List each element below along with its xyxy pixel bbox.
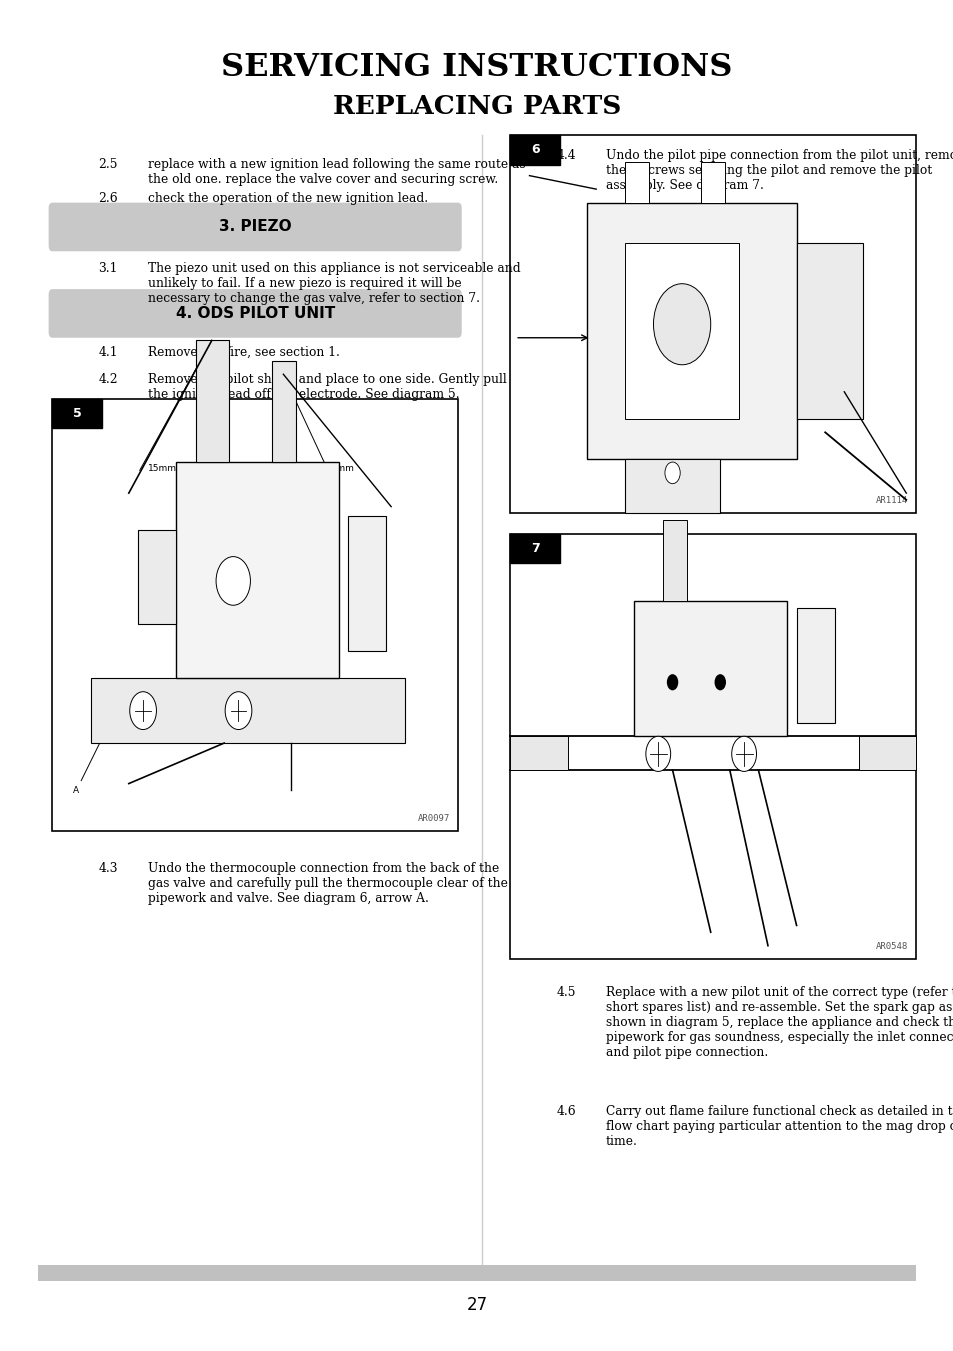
Text: 15mm: 15mm xyxy=(148,463,176,473)
Bar xyxy=(52,399,457,831)
Text: 3.5mm: 3.5mm xyxy=(322,463,355,473)
Text: 27: 27 xyxy=(466,1296,487,1315)
Bar xyxy=(624,459,720,513)
Text: 2.6: 2.6 xyxy=(98,192,118,205)
Text: 5: 5 xyxy=(72,407,82,420)
Bar xyxy=(796,243,862,419)
Text: Remove the fire, see section 1.: Remove the fire, see section 1. xyxy=(148,346,339,359)
Text: SERVICING INSTRUCTIONS: SERVICING INSTRUCTIONS xyxy=(221,53,732,82)
Text: replace with a new ignition lead following the same route as
the old one. replac: replace with a new ignition lead followi… xyxy=(148,158,525,186)
Circle shape xyxy=(130,692,156,730)
Bar xyxy=(586,203,796,459)
Circle shape xyxy=(645,736,670,771)
Bar xyxy=(858,736,915,770)
Circle shape xyxy=(666,674,678,690)
Text: AR1114: AR1114 xyxy=(875,496,907,505)
Text: 4.6: 4.6 xyxy=(556,1105,576,1119)
Bar xyxy=(624,162,648,203)
Text: 4.1: 4.1 xyxy=(98,346,117,359)
Bar xyxy=(796,608,834,723)
Bar xyxy=(634,601,786,736)
Text: 4.4: 4.4 xyxy=(556,149,576,162)
Bar xyxy=(272,361,295,462)
Text: 7: 7 xyxy=(530,542,539,555)
Bar xyxy=(91,678,405,743)
Bar xyxy=(510,135,559,165)
Circle shape xyxy=(731,736,756,771)
Text: Remove the pilot shield and place to one side. Gently pull
the ignition lead off: Remove the pilot shield and place to one… xyxy=(148,373,506,401)
FancyBboxPatch shape xyxy=(49,289,461,338)
Bar xyxy=(510,534,915,959)
Circle shape xyxy=(714,674,725,690)
Bar xyxy=(138,530,176,624)
Text: Undo the thermocouple connection from the back of the
gas valve and carefully pu: Undo the thermocouple connection from th… xyxy=(148,862,507,905)
Text: 4.5: 4.5 xyxy=(556,986,575,1000)
Text: Undo the pilot pipe connection from the pilot unit, remove
the 2 screws securing: Undo the pilot pipe connection from the … xyxy=(605,149,953,192)
Bar xyxy=(348,516,386,651)
Text: 3.1: 3.1 xyxy=(98,262,117,276)
Text: 4. ODS PILOT UNIT: 4. ODS PILOT UNIT xyxy=(175,305,335,322)
Text: The piezo unit used on this appliance is not serviceable and
unlikely to fail. I: The piezo unit used on this appliance is… xyxy=(148,262,520,305)
Bar xyxy=(510,135,915,513)
Text: check the operation of the new ignition lead.: check the operation of the new ignition … xyxy=(148,192,428,205)
Bar xyxy=(510,534,559,563)
Text: 4.3: 4.3 xyxy=(98,862,117,875)
Circle shape xyxy=(653,284,710,365)
Text: A: A xyxy=(73,727,108,794)
Bar xyxy=(662,520,686,601)
Text: 2.5: 2.5 xyxy=(98,158,117,172)
Circle shape xyxy=(225,692,252,730)
Circle shape xyxy=(215,557,250,605)
Bar xyxy=(624,243,739,419)
FancyBboxPatch shape xyxy=(49,203,461,251)
Bar xyxy=(510,736,567,770)
Text: AR0097: AR0097 xyxy=(417,813,450,823)
Text: Carry out flame failure functional check as detailed in the
flow chart paying pa: Carry out flame failure functional check… xyxy=(605,1105,953,1148)
Bar xyxy=(195,340,229,462)
Bar xyxy=(176,462,338,678)
Text: 3. PIEZO: 3. PIEZO xyxy=(218,219,292,235)
Text: AR0548: AR0548 xyxy=(875,942,907,951)
Text: REPLACING PARTS: REPLACING PARTS xyxy=(333,95,620,119)
Bar xyxy=(38,1265,915,1281)
Bar xyxy=(700,162,724,203)
Bar xyxy=(52,399,102,428)
Text: 4.2: 4.2 xyxy=(98,373,118,386)
Text: 6: 6 xyxy=(530,143,539,157)
Circle shape xyxy=(664,462,679,484)
Text: Replace with a new pilot unit of the correct type (refer to
short spares list) a: Replace with a new pilot unit of the cor… xyxy=(605,986,953,1059)
